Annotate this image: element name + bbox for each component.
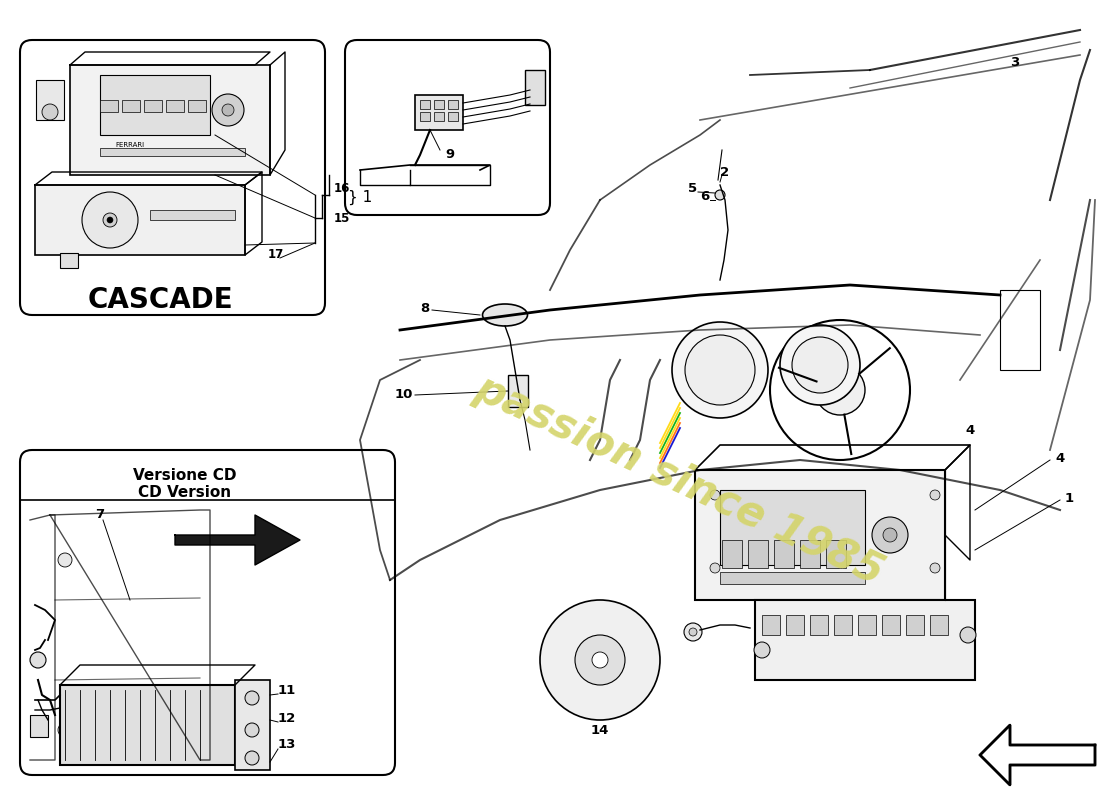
Bar [930, 615, 948, 635]
Circle shape [960, 627, 976, 643]
Text: 15: 15 [334, 211, 351, 225]
Polygon shape [175, 515, 300, 565]
Text: 4: 4 [1055, 451, 1065, 465]
Circle shape [58, 553, 72, 567]
Bar [722, 540, 742, 568]
Bar [720, 490, 865, 565]
Bar [144, 100, 162, 112]
Bar [36, 80, 64, 120]
Bar [826, 540, 846, 568]
Circle shape [930, 563, 940, 573]
Circle shape [592, 652, 608, 668]
Text: Versione CD
CD Version: Versione CD CD Version [133, 468, 236, 501]
Bar [100, 100, 118, 112]
Bar [434, 100, 444, 109]
Bar [810, 615, 828, 635]
Bar [774, 540, 794, 568]
Circle shape [689, 628, 697, 636]
Bar [420, 100, 430, 109]
Text: 11: 11 [278, 683, 296, 697]
Circle shape [103, 213, 117, 227]
Text: 4: 4 [965, 423, 975, 437]
Bar [695, 470, 945, 600]
Bar [858, 615, 876, 635]
Bar [906, 615, 924, 635]
Text: 16: 16 [334, 182, 351, 194]
Bar [786, 615, 804, 635]
Bar [70, 65, 270, 175]
Circle shape [684, 623, 702, 641]
Circle shape [815, 365, 865, 415]
Text: 6: 6 [700, 190, 710, 203]
Bar [762, 615, 780, 635]
Bar [434, 112, 444, 121]
Bar [748, 540, 768, 568]
Bar [100, 148, 245, 156]
Circle shape [685, 335, 755, 405]
Text: 1: 1 [1065, 491, 1074, 505]
Text: passion since 1985: passion since 1985 [469, 366, 891, 594]
Circle shape [710, 490, 720, 500]
Circle shape [715, 190, 725, 200]
Bar [122, 100, 140, 112]
Circle shape [780, 325, 860, 405]
Text: 5: 5 [688, 182, 697, 194]
Circle shape [832, 382, 848, 398]
Circle shape [754, 642, 770, 658]
Circle shape [872, 517, 908, 553]
Circle shape [107, 217, 113, 223]
Circle shape [930, 490, 940, 500]
Bar [1000, 290, 1040, 370]
Text: 10: 10 [395, 389, 414, 402]
Bar [188, 100, 206, 112]
Text: 17: 17 [268, 249, 284, 262]
Bar [100, 75, 210, 135]
Text: 14: 14 [591, 723, 609, 737]
Circle shape [30, 652, 46, 668]
Circle shape [883, 528, 896, 542]
Circle shape [82, 192, 138, 248]
Text: 2: 2 [720, 166, 729, 178]
Text: FERRARI: FERRARI [116, 142, 144, 148]
Bar [60, 685, 235, 765]
Text: CASCADE: CASCADE [87, 286, 233, 314]
Circle shape [245, 751, 258, 765]
Text: 8: 8 [420, 302, 429, 314]
Bar [882, 615, 900, 635]
Bar [35, 185, 245, 255]
Bar [755, 600, 975, 680]
Circle shape [575, 635, 625, 685]
Circle shape [58, 723, 72, 737]
Circle shape [42, 104, 58, 120]
Bar [525, 70, 544, 105]
Circle shape [672, 322, 768, 418]
Text: } 1: } 1 [348, 190, 372, 205]
Circle shape [710, 563, 720, 573]
Circle shape [245, 723, 258, 737]
Text: 12: 12 [278, 711, 296, 725]
Circle shape [245, 691, 258, 705]
Bar [420, 112, 430, 121]
Circle shape [222, 104, 234, 116]
Circle shape [540, 600, 660, 720]
Bar [30, 715, 48, 737]
Bar [235, 680, 270, 770]
Bar [800, 540, 820, 568]
Bar [834, 615, 852, 635]
Circle shape [792, 337, 848, 393]
Text: 13: 13 [278, 738, 296, 751]
Bar [720, 572, 865, 584]
Bar [508, 375, 528, 407]
Bar [448, 100, 458, 109]
Bar [150, 210, 235, 220]
Bar [60, 253, 78, 268]
Bar [415, 95, 463, 130]
Text: 3: 3 [1010, 55, 1020, 69]
Bar [166, 100, 184, 112]
Ellipse shape [483, 304, 528, 326]
Text: 9: 9 [446, 149, 454, 162]
Circle shape [212, 94, 244, 126]
Bar [448, 112, 458, 121]
Text: 7: 7 [95, 509, 104, 522]
